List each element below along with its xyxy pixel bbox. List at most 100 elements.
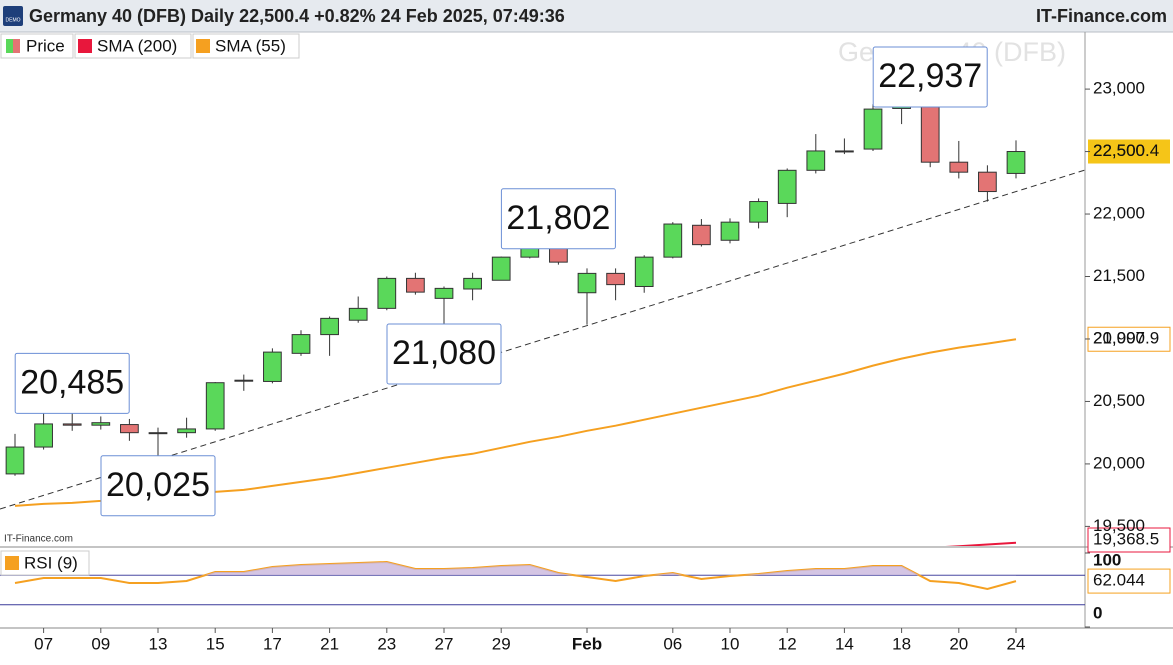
source-label: IT-Finance.com — [4, 534, 73, 545]
x-tick-label: 29 — [492, 634, 511, 653]
price-tag-label: 22,500.4 — [1093, 141, 1159, 160]
annotation-box — [100, 455, 216, 517]
candle-body — [320, 317, 339, 336]
x-tick-label: 27 — [435, 634, 454, 653]
legend-swatch-up — [6, 39, 13, 53]
candle-body — [863, 108, 883, 150]
candle-body — [749, 201, 768, 223]
annotation-label: 20,485 — [20, 363, 124, 401]
candle-body — [978, 171, 997, 193]
candle-body — [663, 223, 683, 258]
candle-body — [120, 424, 139, 434]
x-tick-label: 18 — [892, 634, 911, 653]
overlay: 20,485 21,802 22,937 20,025 21,080 22,500.4 19… — [14, 46, 1171, 594]
value-tag — [1087, 568, 1171, 594]
candle-body — [291, 334, 311, 354]
x-tick-label: 13 — [149, 634, 168, 653]
legend-label: Price — [26, 36, 65, 55]
candle-body — [434, 287, 454, 299]
x-tick-label: 07 — [34, 634, 53, 653]
x-tick-label: 12 — [778, 634, 797, 653]
main-pane — [5, 96, 1026, 546]
candle-body — [920, 103, 940, 163]
x-tick-label: 10 — [721, 634, 740, 653]
x-tick-label: 23 — [377, 634, 396, 653]
legend-swatch-down — [13, 39, 20, 53]
annotation-box — [386, 323, 502, 385]
badge-icon — [3, 6, 23, 26]
candle-body — [91, 422, 111, 426]
header-title: Germany 40 (DFB) Daily 22,500.4 +0.82% 2… — [29, 6, 565, 26]
y-tick-label: 21,500 — [1093, 266, 1145, 285]
rsi-overbought-fill — [15, 562, 1016, 576]
candle-body — [806, 150, 826, 171]
x-tick-label: 06 — [663, 634, 682, 653]
x-tick-label: 09 — [91, 634, 110, 653]
candle-body — [406, 277, 425, 293]
value-tag-label: 62.044 — [1093, 571, 1145, 590]
x-tick-label: 21 — [320, 634, 339, 653]
candle-body — [177, 428, 196, 434]
annotation-label: 21,080 — [392, 334, 496, 372]
annotation-label: 22,937 — [878, 57, 982, 95]
legend-label: SMA (55) — [215, 36, 286, 55]
annotation-label: 21,802 — [506, 199, 610, 237]
x-tick-label: 24 — [1007, 634, 1026, 653]
candle-body — [377, 277, 397, 309]
header-brand[interactable]: IT-Finance.com — [1036, 6, 1167, 26]
candle-body — [949, 161, 969, 173]
legend-label: RSI (9) — [24, 553, 78, 572]
y-tick-label: 100 — [1093, 550, 1121, 569]
candle-body — [835, 150, 854, 153]
annotation-box — [872, 46, 988, 108]
candle-body — [263, 351, 282, 382]
y-tick-label: 23,000 — [1093, 79, 1145, 98]
legend-item-box[interactable] — [192, 33, 300, 59]
candle-body — [577, 272, 597, 294]
y-tick-label: 22,000 — [1093, 204, 1145, 223]
legend-label: SMA (200) — [97, 36, 177, 55]
x-tick-label: 20 — [949, 634, 968, 653]
y-tick-label: 20,000 — [1093, 453, 1145, 472]
value-tag-label: 19,368.5 — [1093, 529, 1159, 548]
annotation-label: 20,025 — [106, 466, 210, 504]
y-tick-label: 22,500 — [1093, 141, 1145, 160]
price-tag — [1088, 139, 1170, 164]
legend: Price SMA (200) SMA (55) RSI (9) — [0, 33, 300, 576]
badge-text: DEMO — [6, 17, 21, 23]
candle-body — [720, 221, 740, 241]
candle-body — [463, 277, 482, 290]
value-tag-label: 20,997.9 — [1093, 329, 1159, 348]
candle-body — [234, 379, 254, 382]
annotation-box — [14, 352, 130, 414]
x-tick-label: 17 — [263, 634, 282, 653]
rsi-pane — [0, 560, 1085, 606]
candle-body — [777, 169, 797, 204]
candle-body — [148, 432, 168, 435]
rsi-fill-group — [15, 562, 1016, 576]
candle-body — [606, 272, 625, 286]
legend-item-box[interactable] — [74, 33, 192, 59]
candle-body — [34, 423, 53, 448]
legend-swatch — [5, 556, 19, 570]
header-bar — [0, 0, 1173, 32]
y-tick-label: 21,000 — [1093, 328, 1145, 347]
y-tick-label: 20,500 — [1093, 391, 1145, 410]
legend-swatch — [196, 39, 210, 53]
candle-body — [692, 224, 711, 246]
x-tick-label: 14 — [835, 634, 854, 653]
y-tick-label: 0 — [1093, 603, 1102, 622]
candle-body — [491, 256, 511, 281]
annotation-box — [500, 188, 616, 250]
candle-body — [634, 256, 654, 288]
candle-body — [205, 382, 225, 430]
value-tag — [1087, 527, 1171, 553]
candle-body — [1006, 151, 1026, 174]
candle-body — [348, 307, 368, 321]
candle-body — [62, 423, 82, 426]
legend-swatch — [78, 39, 92, 53]
rsi-plot — [0, 560, 1085, 606]
